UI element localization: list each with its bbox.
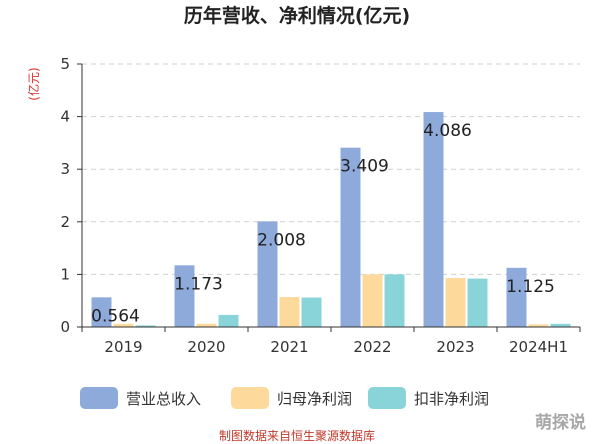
legend-label-3: 扣非净利润: [414, 390, 489, 408]
bar-2022-series-3: [384, 274, 405, 327]
legend-swatch-1: [80, 387, 118, 409]
data-label-2022: 3.409: [340, 157, 389, 177]
bar-2020-series-1: [174, 265, 195, 327]
legend-label-2: 归母净利润: [277, 390, 352, 408]
bar-2022-series-2: [362, 274, 383, 327]
legend-label-1: 营业总收入: [126, 390, 201, 408]
x-tick-label-2019: 2019: [104, 338, 142, 356]
y-tick-label-3: 3: [60, 160, 70, 178]
axes: 0 1 2 3 4 5 2019 2020 2021 2022 2023 2024H1: [60, 55, 581, 356]
y-axis-unit: (亿元): [26, 67, 41, 100]
x-tick-label-2023: 2023: [436, 338, 474, 356]
bar-2024H1-series-3: [550, 323, 571, 327]
data-label-2020: 1.173: [174, 274, 223, 294]
grid: [82, 63, 580, 275]
bar-2024H1-series-1: [506, 267, 527, 327]
bar-2021-series-3: [301, 297, 322, 327]
chart-title: 历年营收、净利情况(亿元): [184, 4, 410, 27]
x-tick-label-2024H1: 2024H1: [509, 338, 568, 356]
bar-2022-series-1: [340, 147, 361, 327]
bar-2021-series-2: [279, 297, 300, 327]
y-tick-label-2: 2: [60, 213, 70, 231]
x-tick-label-2022: 2022: [353, 338, 391, 356]
bar-2020-series-2: [196, 323, 217, 327]
bars: [91, 112, 571, 327]
bar-2023-series-3: [467, 278, 488, 327]
y-tick-label-1: 1: [60, 265, 70, 283]
bar-2024H1-series-2: [528, 324, 549, 327]
data-label-2024H1: 1.125: [506, 277, 555, 297]
legend-swatch-3: [368, 387, 406, 409]
y-tick-label-0: 0: [60, 318, 70, 336]
bar-2019-series-3: [135, 325, 156, 327]
data-label-2019: 0.564: [91, 306, 140, 326]
data-labels: 0.564 1.173 2.008 3.409 4.086 1.125: [91, 121, 555, 326]
legend: 营业总收入 归母净利润 扣非净利润: [80, 387, 489, 409]
x-tick-label-2020: 2020: [187, 338, 225, 356]
bar-2023-series-1: [423, 112, 444, 327]
bar-2019-series-1: [91, 297, 112, 327]
y-tick-label-5: 5: [60, 55, 70, 73]
watermark: 萌探说: [535, 412, 586, 433]
bar-2021-series-1: [257, 221, 278, 327]
legend-swatch-2: [231, 387, 269, 409]
data-label-2023: 4.086: [423, 121, 472, 141]
x-tick-label-2021: 2021: [270, 338, 308, 356]
bar-2019-series-2: [113, 323, 134, 327]
y-tick-label-4: 4: [60, 108, 70, 126]
source-note: 制图数据来自恒生聚源数据库: [219, 428, 375, 443]
bar-2020-series-3: [218, 314, 239, 327]
bar-2023-series-2: [445, 278, 466, 327]
data-label-2021: 2.008: [257, 230, 306, 250]
